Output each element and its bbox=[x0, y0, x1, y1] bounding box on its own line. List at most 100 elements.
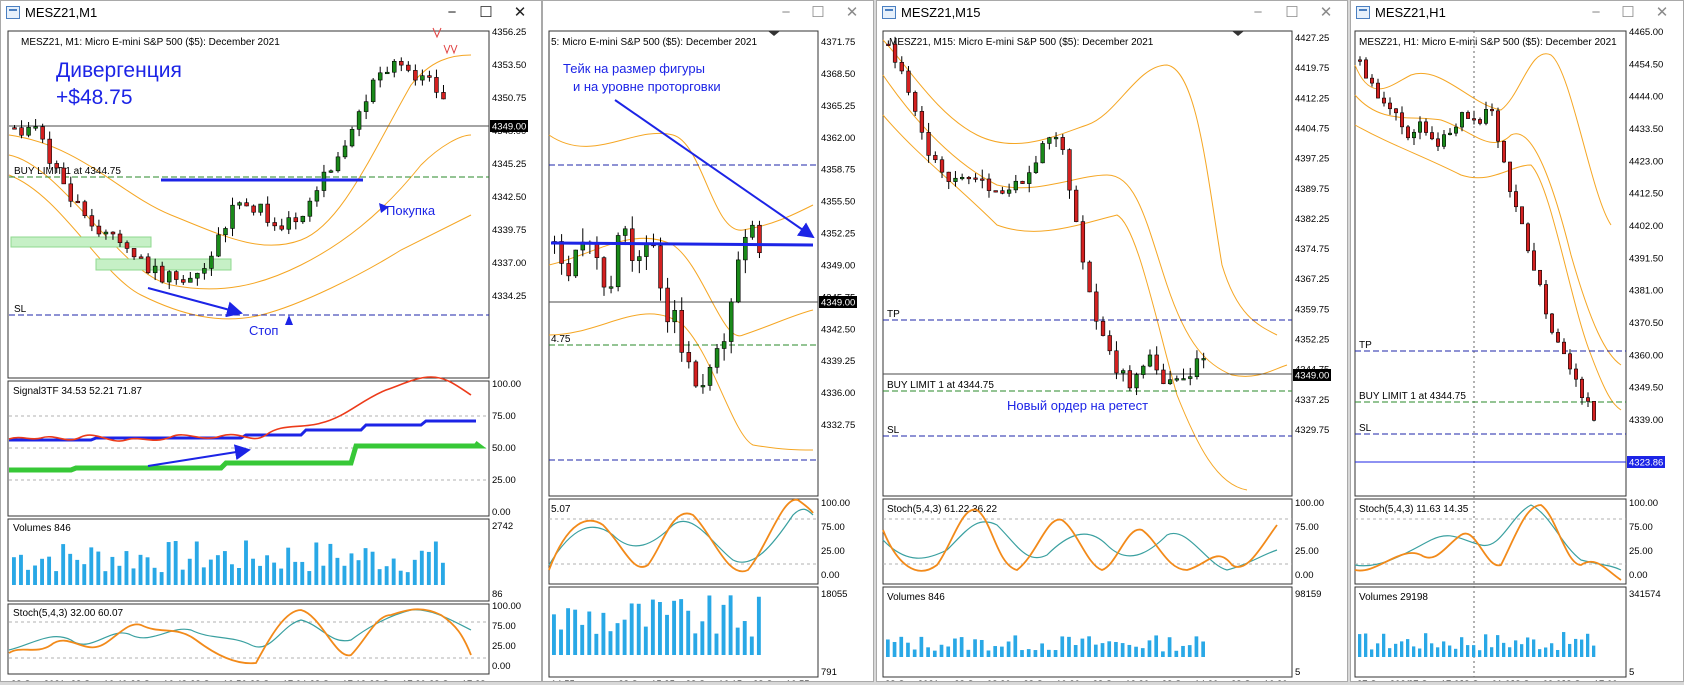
volumes-label: Volumes 846 bbox=[887, 592, 945, 603]
price-axis-tick: 4334.25 bbox=[492, 291, 526, 302]
price-axis-tick: 4342.50 bbox=[821, 324, 855, 335]
candle-body bbox=[1586, 397, 1590, 402]
candle-body bbox=[75, 200, 81, 204]
maximize-button[interactable]: ☐ bbox=[811, 4, 825, 21]
price-axis-tick: 4349.00 bbox=[821, 260, 855, 271]
price-axis-tick: 4339.75 bbox=[492, 225, 526, 236]
candle-body bbox=[1080, 221, 1086, 263]
stoch-axis-tick: 0.00 bbox=[821, 570, 840, 581]
candle-body bbox=[202, 268, 207, 274]
volume-bar bbox=[293, 561, 298, 585]
sl-label: SL bbox=[14, 304, 27, 315]
stoch-label: Stoch(5,4,3) 61.22 36.22 bbox=[887, 504, 998, 515]
candle-body bbox=[980, 178, 985, 181]
volume-bar bbox=[1406, 639, 1410, 657]
candle-body bbox=[286, 217, 292, 230]
signal-axis-tick: 75.00 bbox=[492, 411, 516, 422]
price-axis-tick: 4419.75 bbox=[1295, 63, 1329, 74]
window-titlebar[interactable]: MESZ21,H1 − ☐ ✕ bbox=[1351, 1, 1683, 25]
volume-bar bbox=[1502, 642, 1506, 657]
volume-bar bbox=[665, 614, 669, 655]
stoch-axis-tick: 75.00 bbox=[821, 522, 845, 533]
price-axis-tick: 4402.00 bbox=[1629, 221, 1663, 232]
candle-body bbox=[1020, 180, 1025, 184]
candle-body bbox=[117, 233, 123, 243]
candle-body bbox=[1358, 59, 1362, 62]
minimize-button[interactable]: − bbox=[781, 4, 791, 21]
volume-bar bbox=[1107, 641, 1112, 657]
minimize-button[interactable]: − bbox=[1591, 4, 1601, 21]
chart-window-m15[interactable]: MESZ21,M15 − ☐ ✕ MESZ21, M15: Micro E-mi… bbox=[876, 0, 1348, 682]
price-axis-tick: 4358.75 bbox=[821, 165, 855, 176]
chart-window-h1[interactable]: MESZ21,H1 − ☐ ✕ MESZ21, H1: Micro E-mini… bbox=[1350, 0, 1684, 682]
symbol-info: MESZ21, M1: Micro E-mini S&P 500 ($5): D… bbox=[21, 37, 280, 48]
window-titlebar[interactable]: MESZ21,M1 − ☐ ✕ bbox=[1, 1, 541, 25]
chart-area-m15[interactable]: MESZ21, M15: Micro E-mini S&P 500 ($5): … bbox=[877, 25, 1347, 682]
maximize-button[interactable]: ☐ bbox=[1285, 4, 1299, 21]
volume-bar bbox=[749, 636, 754, 655]
candle-body bbox=[370, 79, 376, 102]
maximize-button[interactable]: ☐ bbox=[1621, 4, 1635, 21]
volume-bar bbox=[307, 571, 312, 585]
time-axis-tick: 28 Sep 16:40 bbox=[71, 679, 128, 682]
stoch-axis-tick: 100.00 bbox=[821, 498, 850, 509]
candle-body bbox=[1006, 189, 1012, 194]
buy-label: Покупка bbox=[386, 203, 436, 218]
volume-bar bbox=[1484, 634, 1488, 657]
chart-window-m5[interactable]: − ☐ ✕ 5: Micro E-mini S&P 500 ($5): Dece… bbox=[542, 0, 874, 682]
stoch-axis-tick: 100.00 bbox=[1629, 498, 1658, 509]
maximize-button[interactable]: ☐ bbox=[479, 4, 493, 21]
candle-body bbox=[1466, 112, 1470, 119]
symbol-info: 5: Micro E-mini S&P 500 ($5): December 2… bbox=[551, 37, 757, 48]
volumes-min-tick: 5 bbox=[1295, 667, 1300, 678]
chart-area-m5[interactable]: 5: Micro E-mini S&P 500 ($5): December 2… bbox=[543, 25, 873, 682]
volume-bar bbox=[686, 610, 691, 655]
candle-body bbox=[19, 127, 24, 136]
candle-body bbox=[251, 205, 256, 213]
volume-bar bbox=[926, 647, 930, 657]
volume-bar bbox=[201, 567, 206, 585]
volume-bar bbox=[973, 639, 977, 657]
volume-bar bbox=[300, 561, 305, 585]
volume-bar bbox=[1006, 641, 1011, 657]
volume-bar bbox=[328, 543, 333, 585]
window-titlebar[interactable]: MESZ21,M15 − ☐ ✕ bbox=[877, 1, 1347, 25]
volume-bar bbox=[1154, 635, 1159, 657]
volume-bar bbox=[1592, 645, 1596, 657]
candle-body bbox=[728, 301, 734, 342]
volume-bar bbox=[1538, 649, 1542, 657]
volume-bar bbox=[1060, 636, 1065, 657]
volume-bar bbox=[1490, 647, 1494, 657]
price-axis-tick: 4397.25 bbox=[1295, 154, 1329, 165]
candle-body bbox=[399, 60, 404, 66]
price-axis-tick: 4355.50 bbox=[821, 197, 855, 208]
minimize-button[interactable]: − bbox=[1253, 4, 1263, 21]
window-titlebar[interactable]: − ☐ ✕ bbox=[543, 1, 873, 25]
minimize-button[interactable]: − bbox=[447, 4, 457, 21]
candle-body bbox=[953, 177, 958, 182]
time-axis-tick: 28 Sep 16:55 bbox=[753, 679, 810, 682]
close-button[interactable]: ✕ bbox=[1319, 4, 1333, 21]
chart-window-m1[interactable]: MESZ21,M1 − ☐ ✕ MESZ21, M1: Micro E-mini… bbox=[0, 0, 542, 682]
volume-bar bbox=[1376, 643, 1380, 657]
candle-body bbox=[644, 243, 649, 257]
candle-body bbox=[300, 215, 306, 223]
close-button[interactable]: ✕ bbox=[845, 4, 859, 21]
time-axis-tick: 28 Sep 2021 bbox=[885, 679, 939, 682]
volume-bar bbox=[61, 544, 66, 585]
candle-body bbox=[427, 75, 432, 78]
volume-bar bbox=[1448, 645, 1452, 657]
volume-bar bbox=[145, 557, 150, 585]
candle-body bbox=[1532, 250, 1536, 271]
candle-body bbox=[886, 43, 891, 46]
volume-bar bbox=[1520, 644, 1524, 657]
candles-m15 bbox=[886, 36, 1206, 396]
chart-area-m1[interactable]: MESZ21, M1: Micro E-mini S&P 500 ($5): D… bbox=[1, 25, 541, 682]
volume-bar bbox=[979, 639, 984, 657]
chart-area-h1[interactable]: MESZ21, H1: Micro E-mini S&P 500 ($5): D… bbox=[1351, 25, 1683, 682]
candle-body bbox=[973, 177, 978, 180]
current-price-label: 4349.00 bbox=[492, 122, 526, 133]
close-button[interactable]: ✕ bbox=[513, 4, 527, 21]
close-button[interactable]: ✕ bbox=[1655, 4, 1669, 21]
current-price-label: 4323.86 bbox=[1629, 458, 1663, 469]
